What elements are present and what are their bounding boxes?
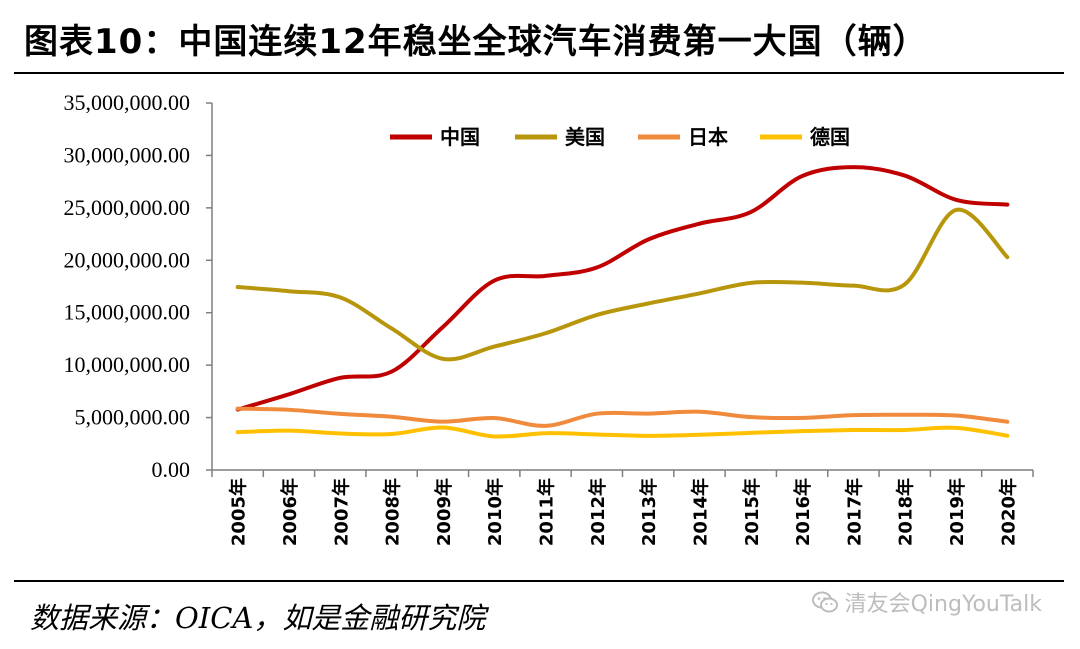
series-line-1 (235, 207, 1010, 362)
series-line-3 (235, 425, 1010, 439)
source-divider (14, 580, 1064, 582)
watermark: 清友会QingYouTalk (811, 586, 1042, 618)
legend-label-1: 美国 (565, 125, 605, 149)
legend: 中国 美国 日本 德国 (390, 125, 850, 149)
title-divider (14, 72, 1064, 74)
x-tick-label: 2018年 (895, 478, 917, 546)
y-axis-ticks: 0.00 5,000,000.00 10,000,000.00 15,000,000.… (64, 90, 212, 482)
x-axis-ticks: 2005年 2006年 2007年 2008年 2009年 2010年 2011年 2012年… (211, 470, 1034, 546)
y-tick-label: 10,000,000.00 (64, 352, 191, 377)
x-tick-label: 2013年 (638, 478, 660, 546)
y-tick-label: 20,000,000.00 (64, 247, 191, 272)
legend-label-3: 德国 (810, 125, 850, 149)
x-tick-label: 2006年 (279, 478, 301, 546)
series-lines (235, 165, 1010, 439)
wechat-icon (811, 591, 838, 613)
legend-label-0: 中国 (440, 125, 480, 149)
y-tick-label: 0.00 (152, 457, 191, 482)
x-tick-label: 2014年 (689, 478, 711, 546)
watermark-text: 清友会QingYouTalk (844, 592, 1042, 617)
y-tick-label: 5,000,000.00 (75, 405, 191, 430)
series-line-2 (235, 406, 1010, 428)
series-line-0 (235, 165, 1010, 412)
x-tick-label: 2009年 (433, 478, 455, 546)
legend-label-2: 日本 (688, 125, 728, 149)
y-tick-label: 15,000,000.00 (64, 300, 191, 325)
source-note: 数据来源：OICA，如是金融研究院 (30, 601, 486, 635)
x-tick-label: 2019年 (946, 478, 968, 546)
x-tick-label: 2012年 (587, 478, 609, 546)
y-tick-label: 35,000,000.00 (64, 90, 191, 115)
y-tick-label: 30,000,000.00 (64, 142, 191, 167)
x-tick-label: 2008年 (382, 478, 404, 546)
y-tick-label: 25,000,000.00 (64, 195, 191, 220)
x-tick-label: 2017年 (843, 478, 865, 546)
x-tick-label: 2007年 (330, 478, 352, 546)
x-tick-label: 2015年 (741, 478, 763, 546)
chart-title: 图表10：中国连续12年稳坐全球汽车消费第一大国（辆） (24, 22, 928, 62)
x-tick-label: 2020年 (997, 478, 1019, 546)
chart-area: 0.00 5,000,000.00 10,000,000.00 15,000,000.… (64, 90, 1034, 546)
x-tick-label: 2005年 (228, 478, 250, 546)
x-tick-label: 2010年 (484, 478, 506, 546)
x-tick-label: 2016年 (792, 478, 814, 546)
x-tick-label: 2011年 (536, 478, 558, 546)
